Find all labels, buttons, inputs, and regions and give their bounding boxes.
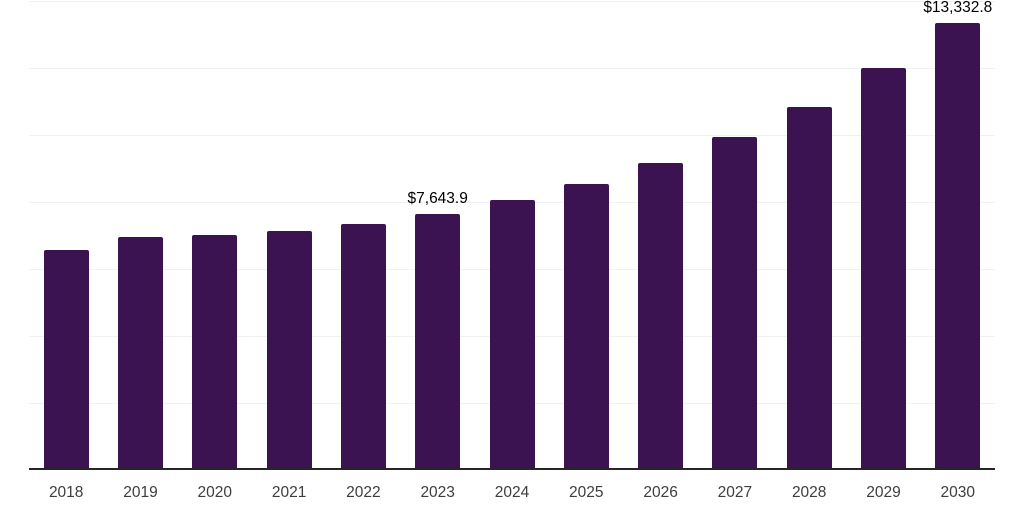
bar-2018[interactable] [43, 250, 89, 470]
bar-2022[interactable] [340, 224, 386, 470]
x-tick-label-2024: 2024 [494, 484, 530, 501]
bar-2019[interactable] [118, 236, 163, 470]
bar-2028[interactable] [786, 106, 832, 470]
x-tick-label-2025: 2025 [569, 484, 604, 501]
bar-2030[interactable] [935, 23, 981, 470]
x-tick-label-2026: 2026 [643, 484, 678, 501]
x-tick-label-2027: 2027 [717, 484, 753, 501]
bar-2023[interactable] [415, 213, 461, 470]
bar-2024[interactable] [489, 200, 535, 470]
value-label-2023: $7,643.9 [407, 189, 468, 207]
x-tick-label-2018: 2018 [48, 484, 84, 501]
x-tick-label-2030: 2030 [940, 484, 976, 501]
x-tick-label-2022: 2022 [346, 484, 381, 501]
x-tick-label-2019: 2019 [123, 484, 158, 501]
bar-2026[interactable] [638, 163, 684, 470]
gridline [29, 135, 995, 136]
bar-2029[interactable] [861, 68, 906, 470]
gridline [29, 68, 995, 69]
bar-2020[interactable] [192, 235, 238, 470]
x-tick-label-2029: 2029 [866, 484, 901, 501]
bar-2027[interactable] [712, 137, 758, 470]
x-axis-line [29, 468, 995, 470]
value-label-2030: $13,332.8 [923, 0, 993, 17]
gridline [29, 1, 995, 2]
x-tick-label-2020: 2020 [197, 484, 233, 501]
bar-2021[interactable] [266, 231, 312, 470]
x-tick-label-2021: 2021 [271, 484, 307, 501]
bar-2025[interactable] [563, 183, 609, 470]
x-tick-label-2023: 2023 [420, 484, 455, 501]
x-tick-label-2028: 2028 [791, 484, 827, 501]
